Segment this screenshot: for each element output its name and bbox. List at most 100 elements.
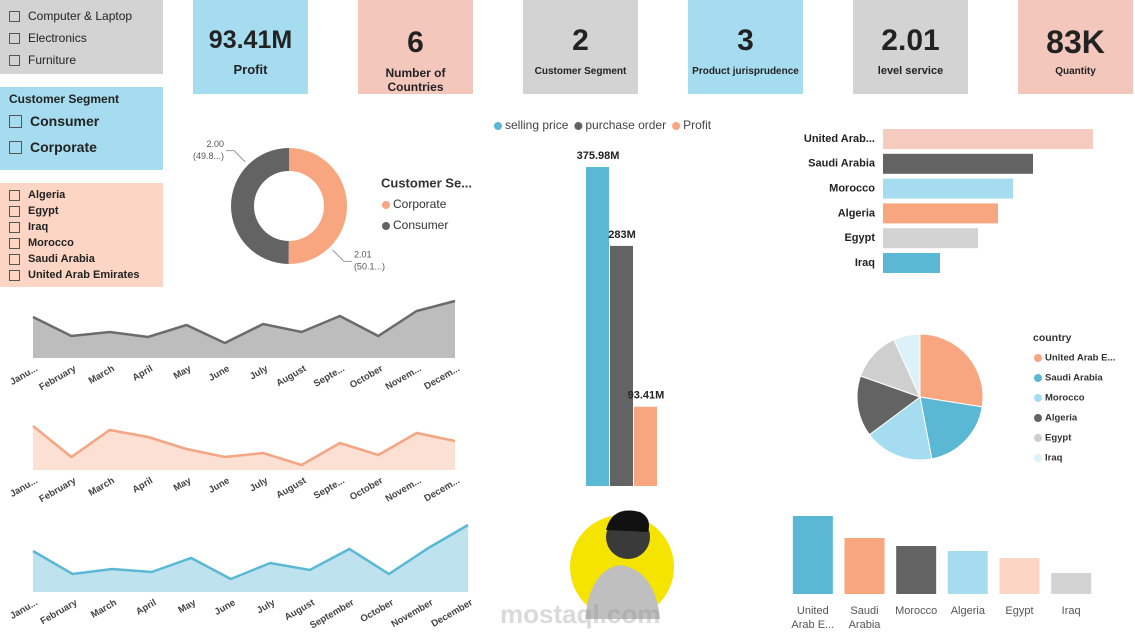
y-tick-label: Algeria (838, 207, 876, 219)
x-tick-label: March (89, 597, 119, 621)
kpi-value: 2.01 (881, 24, 940, 57)
pie-slice (919, 333, 984, 408)
slicer-item[interactable]: United Arab Emirates (9, 269, 139, 281)
x-tick-label: Decem... (422, 363, 461, 392)
x-tick-label: June (207, 363, 232, 384)
legend-marker (494, 122, 502, 130)
legend-label: selling price (505, 118, 569, 132)
y-tick-label: United Arab... (804, 133, 875, 145)
x-tick-label: June (213, 597, 238, 618)
kpi-label: Product jurisprudence (692, 66, 799, 77)
x-tick-label: July (248, 363, 271, 382)
x-tick-label: February (39, 597, 80, 627)
x-tick-label: July (255, 597, 278, 616)
slicer-title: Customer Segment (9, 92, 120, 106)
kpi-value: 3 (737, 24, 754, 57)
item-label: Electronics (28, 31, 87, 45)
legend-marker (1034, 374, 1042, 382)
data-label: (49.8...) (193, 151, 224, 161)
slicer-item[interactable]: Corporate (9, 139, 97, 155)
kpi-value: 93.41M (208, 26, 293, 54)
slicer-item[interactable]: Saudi Arabia (9, 253, 95, 265)
x-tick-label: Algeria (950, 605, 985, 617)
slicer-item[interactable]: Iraq (9, 221, 48, 233)
x-tick-label: Egypt (1005, 605, 1034, 617)
legend-label: Algeria (1045, 413, 1078, 424)
legend-label: Corporate (393, 197, 447, 211)
legend-label: purchase order (585, 118, 666, 132)
x-tick-label: Janu... (8, 597, 40, 622)
y-tick-label: Morocco (829, 183, 875, 195)
legend-title: Customer Se... (381, 175, 472, 190)
x-tick-label: Morocco (895, 605, 938, 617)
bar (896, 546, 937, 594)
pie-slice (868, 396, 933, 461)
x-tick-label: April (131, 475, 155, 495)
x-tick-label: May (172, 475, 194, 494)
slicer-item[interactable]: Furniture (9, 53, 76, 67)
kpi-card: 83K Quantity (1018, 0, 1133, 94)
kpi-card: 3 Product jurisprudence (688, 0, 803, 94)
leader-line (332, 249, 352, 262)
donut-slice (288, 148, 348, 265)
item-label: Computer & Laptop (28, 9, 133, 23)
bar (844, 538, 885, 594)
slicer-item[interactable]: Computer & Laptop (9, 9, 132, 23)
slicer-item[interactable]: Consumer (9, 113, 99, 129)
legend-label: Consumer (393, 218, 448, 232)
item-label: Furniture (28, 53, 77, 67)
bar (634, 406, 657, 486)
x-tick-label: Septe... (312, 475, 347, 501)
bar (1051, 573, 1092, 594)
item-label: Saudi Arabia (28, 253, 95, 265)
kpi-card: 93.41M Profit (193, 0, 308, 94)
x-tick-label: Saudi Arabia (848, 605, 881, 631)
y-tick-label: Saudi Arabia (808, 158, 876, 170)
x-tick-label: March (87, 475, 117, 499)
country-slicer: Algeria Egypt Iraq Morocco Saudi Arabia … (0, 183, 163, 287)
x-tick-label: February (37, 475, 78, 505)
x-tick-label: August (274, 363, 309, 389)
legend-label: Saudi Arabia (1045, 373, 1103, 384)
kpi-label: Profit (233, 62, 268, 77)
y-tick-label: Egypt (844, 232, 875, 244)
data-label: 2.00 (207, 139, 225, 149)
kpi-label: Customer Segment (534, 66, 627, 77)
slicer-item[interactable]: Electronics (9, 31, 87, 45)
bar (999, 558, 1040, 594)
kpi-label: Number of Countries (385, 66, 446, 94)
x-tick-label: July (248, 475, 271, 494)
bar (883, 253, 940, 273)
area-fill (33, 301, 455, 358)
x-tick-label: March (87, 363, 117, 387)
slicer-item[interactable]: Algeria (9, 189, 65, 201)
data-label: 283M (608, 229, 636, 241)
legend-label: Morocco (1045, 393, 1085, 404)
legend-marker (1034, 454, 1042, 462)
slicer-item[interactable]: Morocco (9, 237, 74, 249)
slicer-item[interactable]: Egypt (9, 205, 59, 217)
legend-marker (1034, 434, 1042, 442)
legend-marker (1034, 354, 1042, 362)
x-tick-label: November (389, 597, 435, 630)
leader-line (226, 150, 246, 163)
legend-label: Egypt (1045, 433, 1072, 444)
legend-marker (672, 122, 681, 130)
legend-label: United Arab E... (1045, 353, 1115, 364)
x-tick-label: Iraq (1061, 605, 1081, 617)
area-fill (33, 426, 455, 470)
x-tick-label: Janu... (8, 475, 40, 500)
x-tick-label: Decem... (422, 475, 461, 504)
x-tick-label: June (207, 475, 232, 496)
bar (883, 129, 1093, 149)
x-tick-label: Septe... (312, 363, 347, 389)
x-tick-label: April (131, 363, 155, 383)
bar (610, 245, 633, 486)
x-tick-label: Janu... (8, 363, 40, 388)
legend-marker (382, 222, 390, 230)
donut-slice (231, 148, 289, 264)
segment-slicer: Customer Segment Consumer Corporate (0, 87, 163, 170)
data-label: 93.41M (628, 390, 665, 402)
